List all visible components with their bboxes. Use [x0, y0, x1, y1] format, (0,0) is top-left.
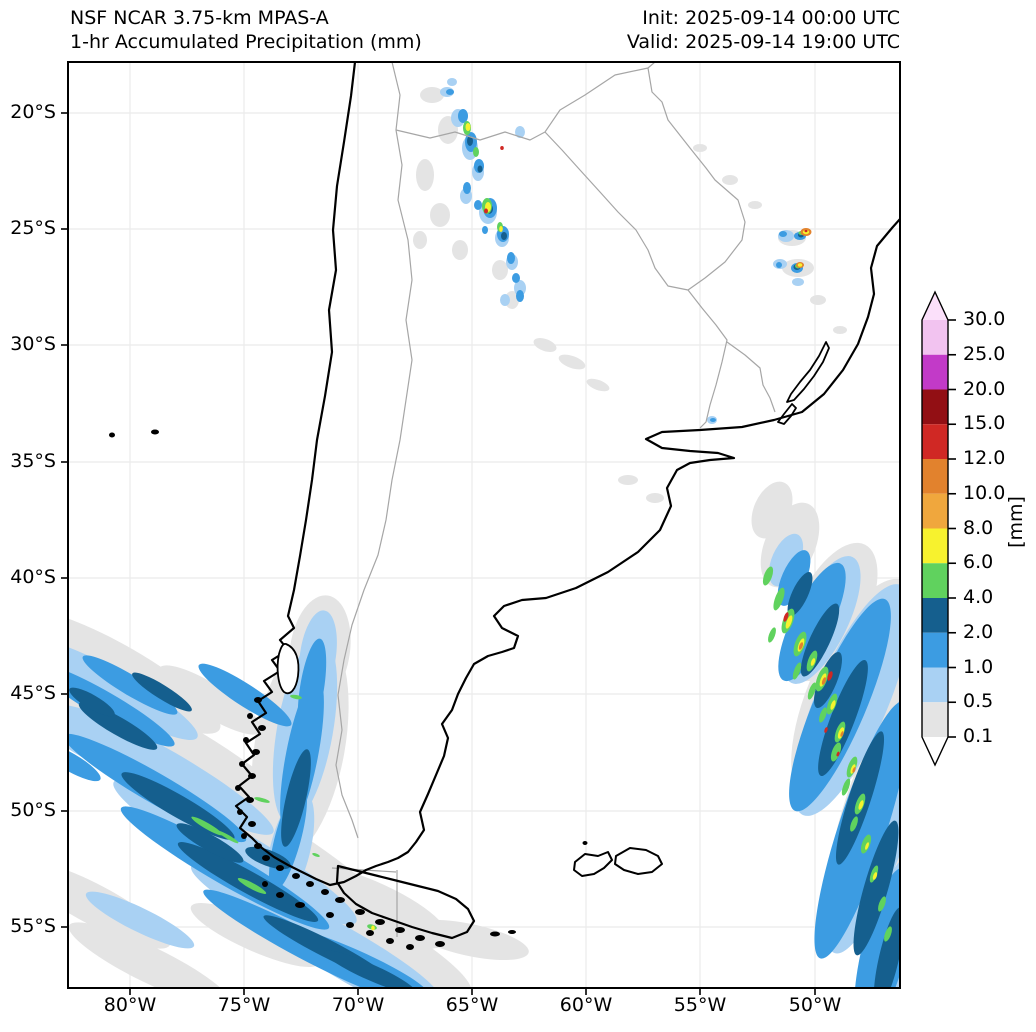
colorbar-tick-label: 2.0: [963, 621, 994, 643]
colorbar-tick-label: 6.0: [963, 551, 994, 573]
y-tick-label: 40°S: [10, 566, 56, 588]
x-tick-label: 60°W: [559, 994, 613, 1016]
colorbar-over-arrow: [922, 292, 948, 320]
x-tick-label: 80°W: [103, 994, 157, 1016]
x-tick-label: 55°W: [673, 994, 727, 1016]
y-tick-label: 45°S: [10, 682, 56, 704]
grid-lines: [69, 63, 899, 987]
country-borders: [331, 63, 776, 937]
mainland-coast: [234, 63, 899, 887]
falkland-islands: [573, 847, 663, 877]
colorbar-tick-label: 4.0: [963, 586, 994, 608]
lagoa-dos-patos: [777, 341, 830, 425]
y-tick-label: 55°S: [10, 915, 56, 937]
chiloe-island: [276, 642, 300, 695]
precip-green: [191, 121, 892, 942]
x-tick-label: 70°W: [331, 994, 385, 1016]
y-tick-label: 20°S: [10, 101, 56, 123]
islets: [109, 429, 588, 950]
tierra-del-fuego-coast: [335, 864, 476, 940]
colorbar-under-arrow: [922, 737, 948, 765]
x-tick-label: 50°W: [788, 994, 842, 1016]
y-tick-label: 30°S: [10, 333, 56, 355]
y-tick-label: 50°S: [10, 799, 56, 821]
colorbar-tick-label: 1.0: [963, 656, 994, 678]
colorbar-tick-label: 20.0: [963, 378, 1006, 400]
title-line-1: NSF NCAR 3.75-km MPAS-A: [70, 7, 329, 29]
map-frame: [61, 61, 901, 995]
colorbar-tick-label: 12.0: [963, 447, 1006, 469]
x-tick-label: 65°W: [445, 994, 499, 1016]
figure-title: NSF NCAR 3.75-km MPAS-A 1-hr Accumulated …: [70, 6, 422, 54]
precip-red: [484, 146, 840, 757]
axis-tick-marks: [61, 112, 816, 995]
valid-time: Valid: 2025-09-14 19:00 UTC: [626, 31, 900, 53]
colorbar-tick-label: 10.0: [963, 482, 1006, 504]
x-tick-label: 75°W: [217, 994, 271, 1016]
title-line-2: 1-hr Accumulated Precipitation (mm): [70, 31, 422, 53]
colorbar-tick-marks: [948, 319, 956, 738]
colorbar-tick-label: 25.0: [963, 343, 1006, 365]
colorbar-tick-label: 15.0: [963, 412, 1006, 434]
coastlines: [234, 63, 899, 940]
colorbar-tick-label: 30.0: [963, 308, 1006, 330]
colorbar-unit-label: [mm]: [1005, 496, 1027, 548]
colorbar-tick-label: 0.1: [963, 725, 994, 747]
colorbar-tick-label: 8.0: [963, 517, 994, 539]
y-tick-label: 35°S: [10, 450, 56, 472]
colorbar: [921, 290, 956, 767]
colorbar-tick-label: 0.5: [963, 690, 994, 712]
run-time-info: Init: 2025-09-14 00:00 UTC Valid: 2025-09…: [627, 6, 900, 54]
init-time: Init: 2025-09-14 00:00 UTC: [642, 7, 900, 29]
y-tick-label: 25°S: [10, 217, 56, 239]
